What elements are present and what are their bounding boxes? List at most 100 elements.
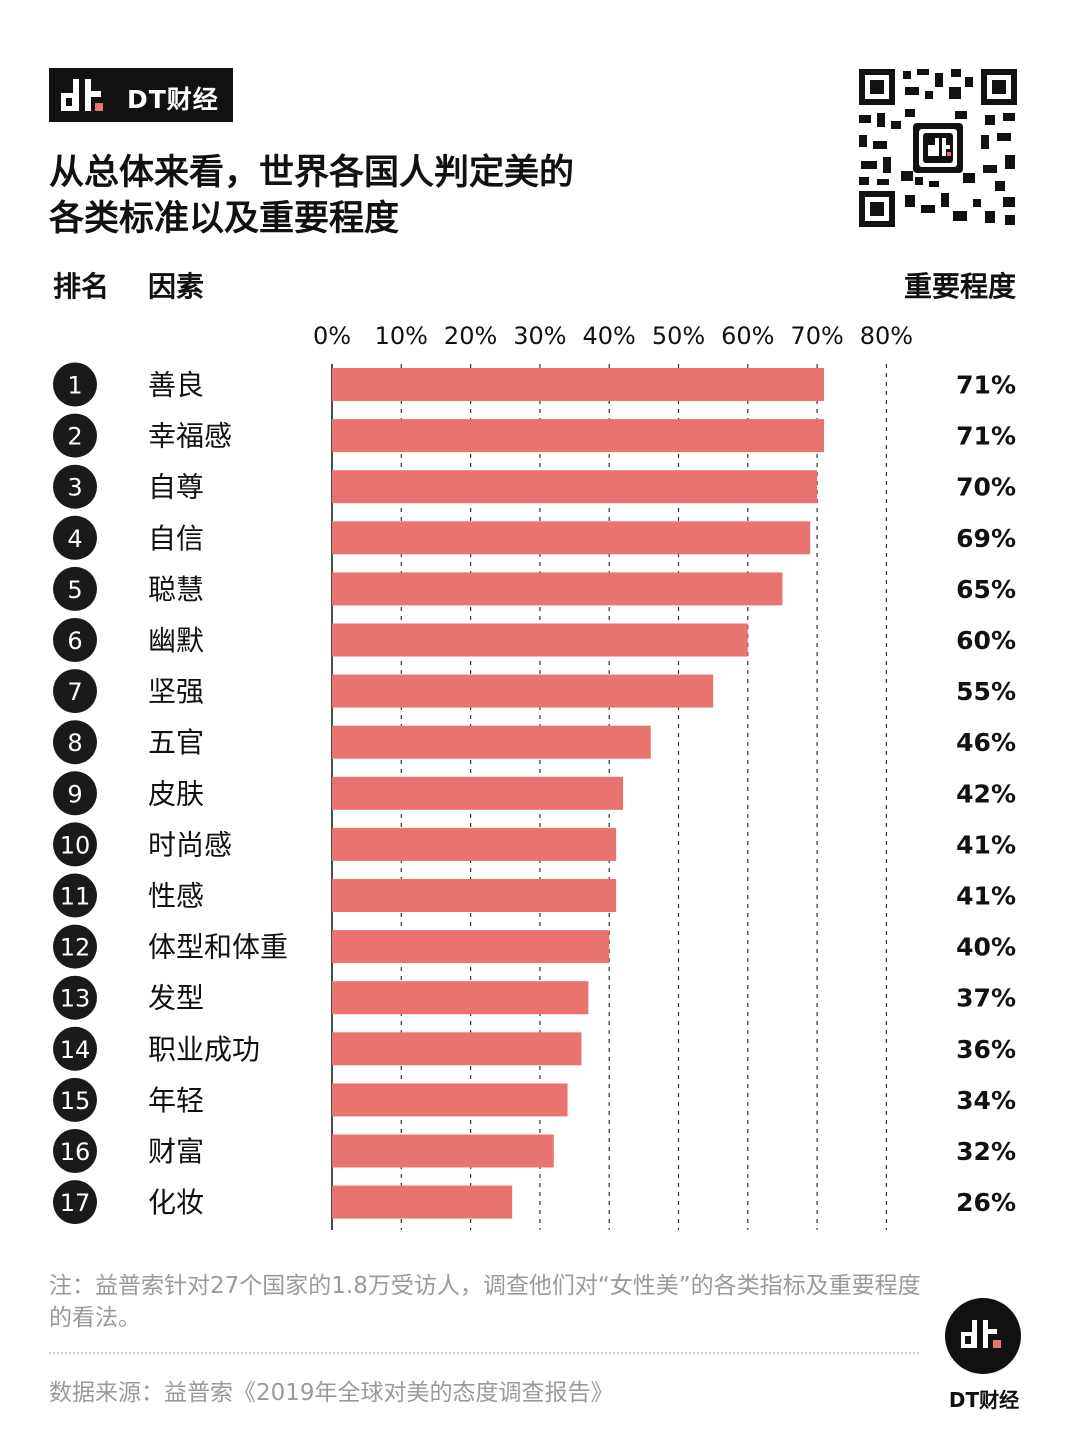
- bar: [332, 1032, 582, 1066]
- value-label: 46%: [956, 728, 1016, 757]
- rank-number: 3: [67, 474, 82, 502]
- rank-badge: [53, 618, 97, 662]
- rank-badge: [53, 975, 97, 1020]
- bar-chart: 0% 10% 20% 30% 40% 50% 60% 70% 80% 1 善良 71% 2 幸福感 71% 3…: [53, 322, 1016, 1230]
- chart-title-line-2: 各类标准以及重要程度: [49, 199, 400, 239]
- bar: [332, 368, 825, 401]
- rank-badge: [53, 413, 97, 458]
- value-label: 55%: [956, 677, 1016, 706]
- category-label: 坚强: [148, 675, 204, 708]
- footnote: 注：益普索针对27个国家的1.8万受访人，调查他们对“女性美”的各类指标及重要程…: [49, 1273, 921, 1331]
- dt-logo-icon: [61, 79, 103, 111]
- value-label: 41%: [956, 830, 1016, 859]
- category-label: 财富: [148, 1135, 204, 1168]
- rank-badge: [53, 1180, 97, 1225]
- rank-number: 2: [67, 423, 82, 451]
- brand-name: DT财经: [127, 85, 219, 114]
- category-label: 时尚感: [148, 828, 232, 861]
- x-tick-label: 70%: [790, 322, 843, 350]
- bar: [332, 470, 818, 504]
- bar: [332, 1134, 554, 1168]
- chart-title: 从总体来看，世界各国人判定美的 各类标准以及重要程度: [49, 150, 574, 242]
- rank-number: 8: [67, 729, 82, 757]
- footer-brand-name: DT财经: [948, 1388, 1020, 1412]
- x-tick-label: 30%: [513, 322, 566, 350]
- rank-number: 16: [60, 1138, 91, 1166]
- rank-number: 6: [67, 627, 82, 655]
- rank-number: 5: [67, 576, 82, 604]
- rank-badge: [53, 1129, 97, 1173]
- rank-badge: [53, 822, 97, 867]
- x-tick-label: 40%: [583, 322, 636, 350]
- bar: [332, 521, 811, 555]
- rank-badge: [53, 566, 97, 611]
- bar: [332, 981, 589, 1015]
- bar: [332, 572, 783, 606]
- rank-badge: [53, 771, 97, 816]
- rank-badge: [53, 515, 97, 560]
- chart-title-line-1: 从总体来看，世界各国人判定美的: [49, 153, 575, 193]
- value-label: 37%: [956, 984, 1016, 1013]
- category-label: 体型和体重: [148, 931, 288, 964]
- rank-number: 14: [60, 1036, 91, 1064]
- value-label: 70%: [956, 473, 1016, 502]
- value-label: 42%: [956, 779, 1016, 808]
- category-label: 善良: [148, 369, 204, 402]
- rank-number: 13: [60, 985, 91, 1013]
- rank-number: 7: [67, 678, 82, 706]
- category-label: 聪慧: [148, 573, 204, 606]
- rank-badge: [53, 464, 97, 509]
- category-label: 幽默: [148, 624, 204, 657]
- rank-number: 11: [60, 883, 91, 911]
- rank-badge: [53, 924, 97, 969]
- value-label: 65%: [956, 575, 1016, 604]
- bar: [332, 1185, 513, 1219]
- factor-header: 因素: [148, 270, 205, 303]
- bar: [332, 776, 624, 810]
- x-tick-label: 20%: [444, 322, 497, 350]
- x-tick-label: 50%: [652, 322, 705, 350]
- category-label: 发型: [148, 982, 204, 1015]
- category-label: 幸福感: [148, 420, 232, 453]
- bar: [332, 674, 714, 708]
- rank-number: 9: [67, 780, 82, 808]
- brand-tag: DT财经: [49, 68, 233, 122]
- bar: [332, 623, 748, 657]
- rank-badge: [53, 1077, 97, 1122]
- bar: [332, 879, 617, 912]
- divider: [49, 1352, 919, 1354]
- bar: [332, 419, 825, 453]
- x-tick-label: 10%: [375, 322, 428, 350]
- value-label: 71%: [956, 422, 1016, 451]
- category-label: 性感: [148, 880, 204, 913]
- category-label: 职业成功: [148, 1033, 260, 1066]
- category-label: 年轻: [148, 1084, 204, 1117]
- value-label: 60%: [956, 626, 1016, 655]
- rank-number: 10: [60, 831, 91, 859]
- importance-header: 重要程度: [903, 270, 1016, 303]
- category-label: 化妆: [148, 1186, 204, 1219]
- value-label: 26%: [956, 1188, 1016, 1217]
- category-label: 五官: [148, 726, 204, 759]
- category-label: 自信: [148, 522, 204, 555]
- rank-badge: [53, 669, 97, 714]
- value-label: 34%: [956, 1086, 1016, 1115]
- x-tick-label: 80%: [860, 322, 913, 350]
- value-label: 36%: [956, 1035, 1016, 1064]
- x-tick-label: 60%: [721, 322, 774, 350]
- rank-number: 17: [60, 1189, 91, 1217]
- rank-number: 12: [60, 934, 91, 962]
- value-label: 32%: [956, 1137, 1016, 1166]
- rank-badge: [53, 1026, 97, 1071]
- bar: [332, 1083, 568, 1117]
- rank-header: 排名: [53, 270, 110, 303]
- category-label: 皮肤: [148, 777, 204, 810]
- rank-number: 1: [67, 372, 82, 400]
- dt-logo-icon: [945, 1298, 1021, 1374]
- rank-number: 4: [67, 525, 82, 553]
- value-label: 71%: [956, 371, 1016, 400]
- category-label: 自尊: [148, 471, 204, 504]
- rank-badge: [53, 720, 97, 765]
- x-tick-label: 0%: [313, 322, 351, 350]
- rank-badge: [53, 362, 97, 407]
